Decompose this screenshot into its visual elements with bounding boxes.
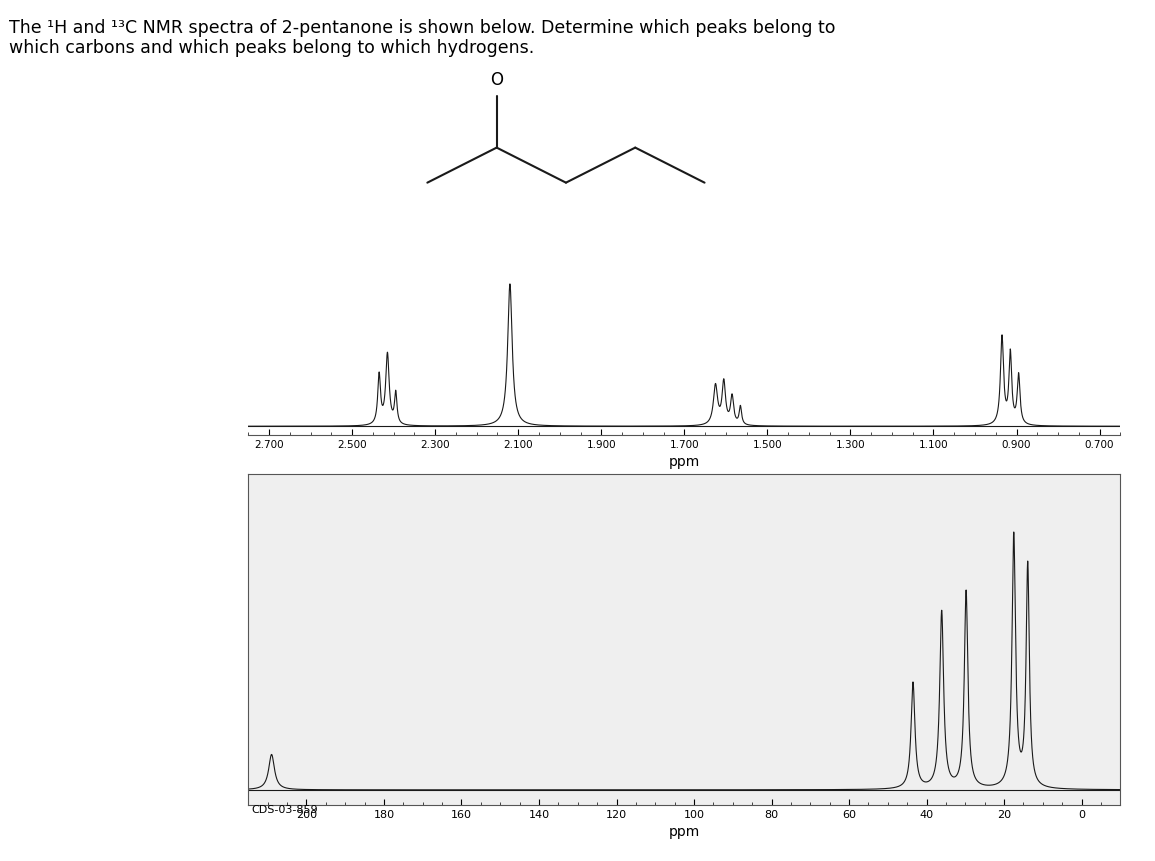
Text: which carbons and which peaks belong to which hydrogens.: which carbons and which peaks belong to … [9,39,535,57]
X-axis label: ppm: ppm [669,455,700,469]
X-axis label: ppm: ppm [669,826,700,839]
Text: CDS-03-859: CDS-03-859 [252,805,319,815]
Text: O: O [490,71,504,90]
Text: The ¹H and ¹³C NMR spectra of 2-pentanone is shown below. Determine which peaks : The ¹H and ¹³C NMR spectra of 2-pentanon… [9,19,836,37]
